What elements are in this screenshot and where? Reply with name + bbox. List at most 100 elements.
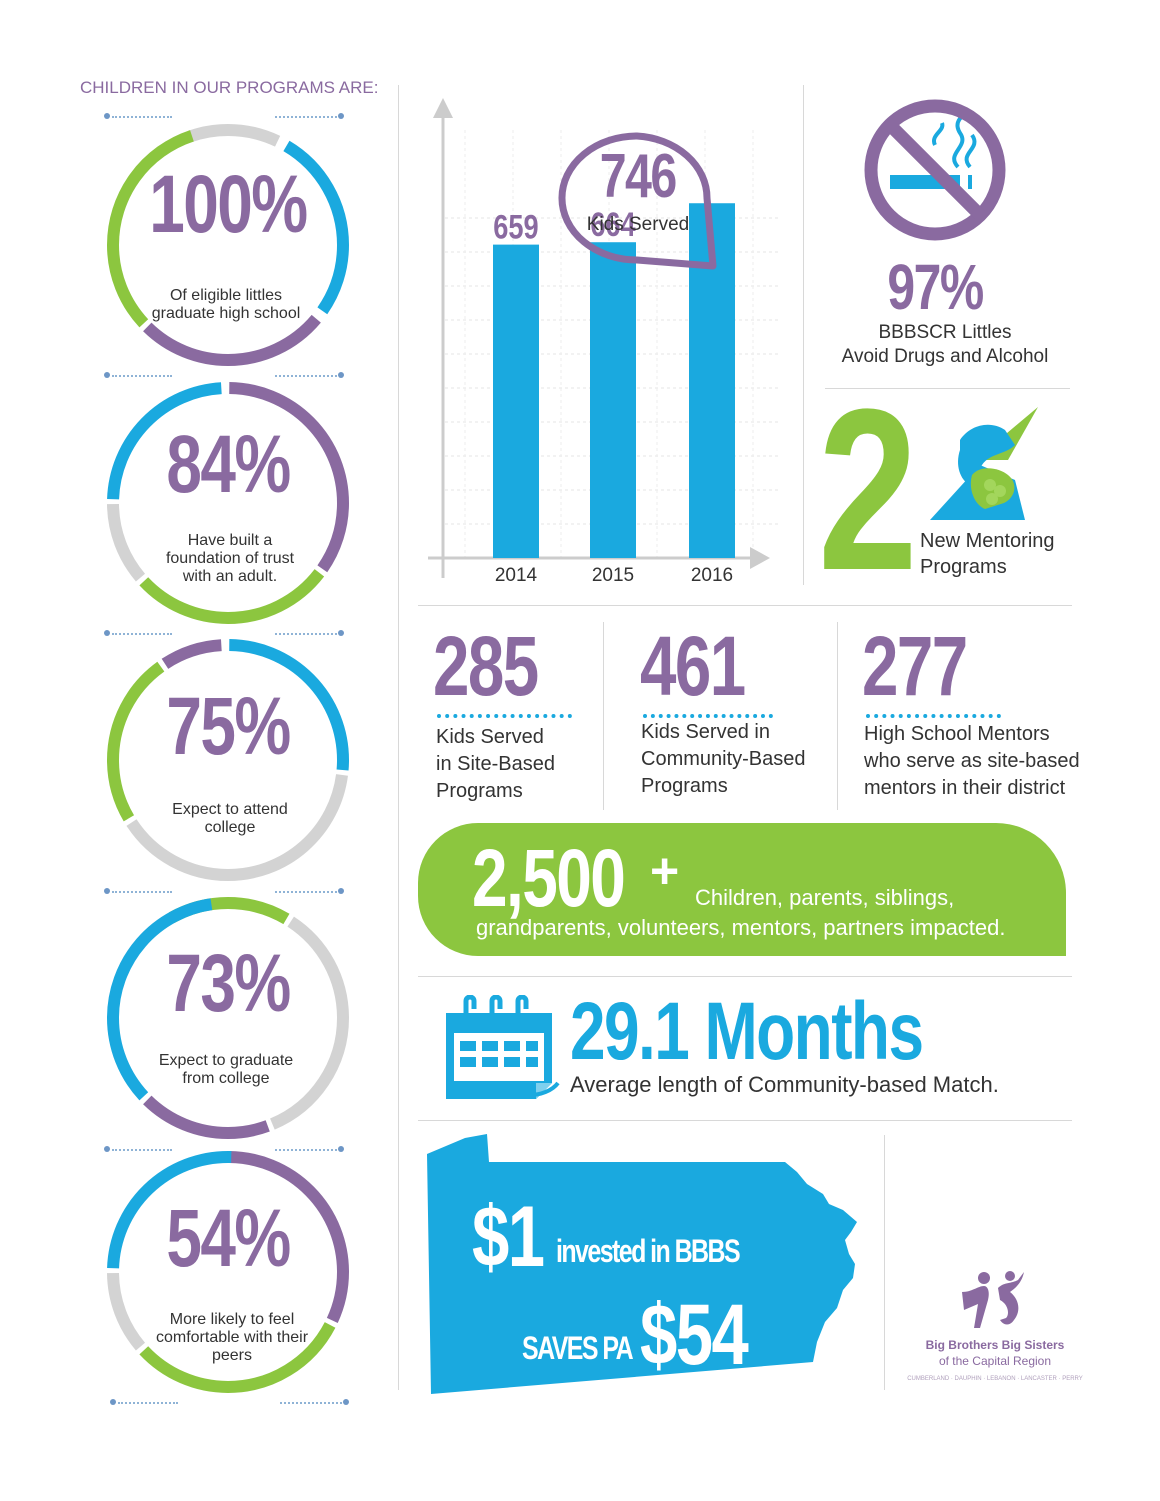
chart-divider — [803, 85, 804, 585]
roi-divider — [884, 1135, 885, 1390]
callout-value: 746 — [599, 142, 678, 211]
divider — [418, 976, 1072, 977]
ring-4-green — [107, 897, 349, 1139]
callout-bubble — [558, 132, 717, 270]
ring-3-gray — [107, 639, 349, 881]
x-axis-arrow — [750, 547, 770, 569]
separator-line — [112, 116, 172, 118]
x-tick-label: 2014 — [495, 565, 538, 586]
stat-2-text: Kids Served in Community-Based Programs — [641, 721, 806, 797]
ring-5-purple — [107, 1151, 349, 1393]
bar-2014 — [493, 244, 539, 558]
impact-line2: grandparents, volunteers, mentors, partn… — [476, 915, 1006, 940]
separator-line — [275, 1149, 337, 1151]
bar-data-label: 659 — [493, 208, 538, 247]
separator-line — [275, 375, 337, 377]
divider — [418, 1120, 1072, 1121]
impact-plus: + — [650, 843, 680, 899]
divider — [418, 605, 1072, 606]
divider — [825, 388, 1070, 389]
bar-2015 — [590, 242, 636, 558]
logo-line1: Big Brothers Big Sisters — [925, 1338, 1065, 1352]
ring-1-gray — [107, 124, 349, 366]
stat-2-dots — [643, 714, 773, 718]
ring-5-blue — [107, 1151, 349, 1393]
separator-dot — [104, 1146, 110, 1152]
bbbs-logo-icon — [962, 1271, 1024, 1328]
ring-2-label: Have built a foundation of trust with an… — [165, 532, 295, 585]
separator-line — [112, 891, 172, 893]
separator-line — [118, 1402, 178, 1404]
separator-dot — [338, 113, 344, 119]
separator-dot — [104, 113, 110, 119]
stat-2-number: 461 — [640, 619, 746, 713]
ring-3-percent: 75% — [166, 681, 291, 772]
calendar-icon — [446, 995, 560, 1099]
separator-dot — [110, 1399, 116, 1405]
ring-5-label: More likely to feel comfortable with the… — [155, 1311, 309, 1364]
ring-4-blue — [107, 897, 349, 1139]
stats-divider — [837, 622, 838, 810]
separator-line — [275, 891, 337, 893]
separator-line — [112, 633, 172, 635]
ring-4-gray — [107, 897, 349, 1139]
separator-dot — [338, 1146, 344, 1152]
months-label: Average length of Community-based Match. — [570, 1072, 999, 1097]
logo-line2: of the Capital Region — [938, 1354, 1052, 1368]
ring-2-purple — [107, 382, 349, 624]
impact-line1: Children, parents, siblings, — [695, 885, 955, 910]
separator-line — [112, 375, 172, 377]
mentoring-number: 2 — [818, 361, 918, 618]
impact-banner — [418, 823, 1066, 956]
roi-line2: SAVES PA — [522, 1330, 634, 1366]
roi-big1: $1 — [472, 1189, 545, 1285]
stat-1-text: Kids Served in Site-Based Programs — [436, 726, 555, 802]
ring-1-label: Of eligible littles graduate high school — [151, 287, 301, 322]
separator-line — [280, 1402, 342, 1404]
drugs-percent: 97% — [887, 251, 984, 323]
stats-divider — [603, 622, 604, 810]
mentoring-line2: Programs — [920, 556, 1007, 578]
stat-3-dots — [866, 714, 1001, 718]
callout-label: Kids Served — [586, 214, 690, 235]
separator-line — [112, 1149, 172, 1151]
separator-dot — [104, 888, 110, 894]
ring-1-blue — [107, 124, 349, 366]
stat-3-text: High School Mentors who serve as site-ba… — [864, 723, 1080, 799]
ring-5-green — [107, 1151, 349, 1393]
ring-2-percent: 84% — [166, 419, 291, 510]
months-number: 29.1 Months — [570, 986, 924, 1077]
x-tick-label: 2015 — [592, 565, 634, 586]
mentoring-line1: New Mentoring — [920, 530, 1055, 552]
no-smoking-icon — [864, 99, 1006, 241]
roi-big2: $54 — [640, 1287, 749, 1383]
ring-1-percent: 100% — [149, 159, 308, 250]
section-title: CHILDREN IN OUR PROGRAMS ARE: — [80, 78, 379, 97]
separator-line — [275, 633, 337, 635]
roi-line1: invested in BBBS — [556, 1233, 741, 1269]
stat-3-number: 277 — [862, 619, 968, 713]
ring-1-green — [107, 124, 349, 366]
stat-1-dots — [437, 714, 572, 718]
drugs-line1: BBBSCR Littles — [878, 322, 1012, 343]
ring-3-green — [107, 639, 349, 881]
x-tick-label: 2016 — [691, 565, 733, 586]
rings-graphic — [107, 124, 349, 1393]
ring-1-purple — [107, 124, 349, 366]
pennsylvania-map — [427, 1134, 857, 1394]
ring-3-label: Expect to attend college — [172, 801, 288, 836]
ring-4-label: Expect to graduate from college — [158, 1052, 294, 1087]
y-axis-arrow — [433, 98, 453, 118]
separator-dot — [104, 630, 110, 636]
impact-number: 2,500 — [472, 833, 626, 924]
separator-dot — [338, 372, 344, 378]
bar-chart: 659 664 2014 2015 2016 — [428, 98, 780, 586]
drugs-line2: Avoid Drugs and Alcohol — [841, 346, 1049, 367]
ring-2-green — [107, 382, 349, 624]
separator-dot — [104, 372, 110, 378]
ring-4-purple — [107, 897, 349, 1139]
ring-3-blue — [107, 639, 349, 881]
separator-dot — [338, 888, 344, 894]
left-divider — [398, 85, 399, 1390]
separator-dot — [338, 630, 344, 636]
